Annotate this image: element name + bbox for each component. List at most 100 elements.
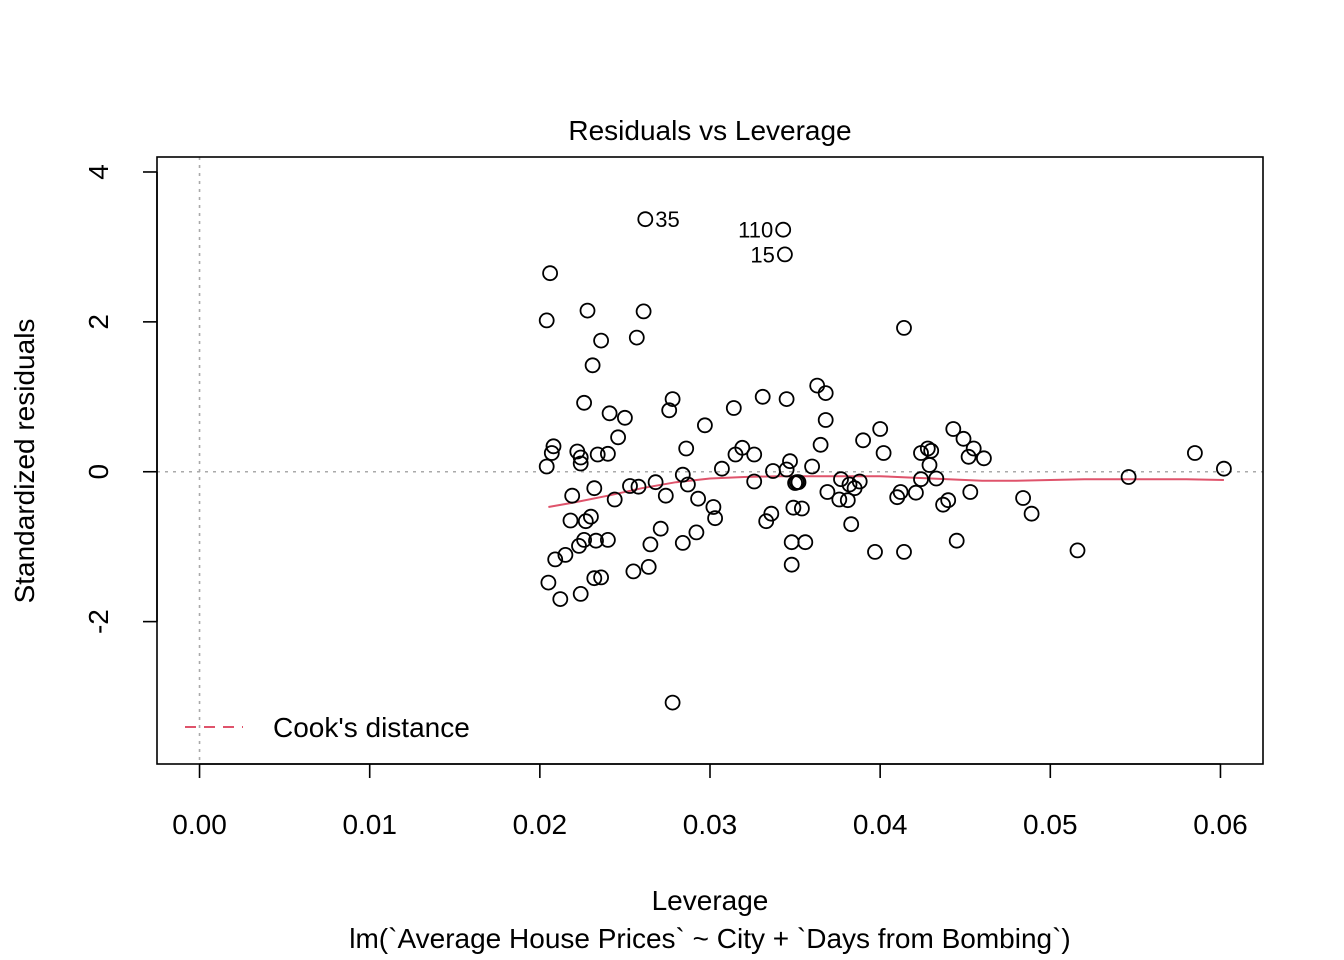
x-tick-label: 0.00 (172, 809, 227, 840)
data-point (571, 538, 587, 554)
data-point (593, 332, 609, 349)
x-axis: 0.00 0.01 0.02 0.03 0.04 0.05 0.06 (172, 763, 1248, 840)
data-point (809, 377, 826, 394)
data-point (775, 221, 792, 238)
data-point (586, 570, 603, 587)
data-point (923, 442, 940, 459)
data-point (935, 496, 951, 513)
data-point (664, 391, 681, 408)
data-point (688, 524, 705, 541)
data-point (872, 421, 889, 437)
data-point (652, 520, 669, 537)
data-point (896, 319, 912, 336)
reference-lines (157, 157, 1263, 764)
x-tick-label: 0.03 (683, 809, 738, 840)
data-point (785, 499, 802, 516)
data-point (588, 532, 604, 549)
data-point (606, 491, 623, 508)
data-point (875, 445, 892, 461)
data-point (572, 449, 589, 466)
data-point (1120, 469, 1137, 485)
data-point (841, 476, 858, 493)
data-point (647, 474, 664, 491)
data-point (777, 246, 793, 263)
legend-label-cooks-distance: Cook's distance (273, 712, 470, 743)
data-point (714, 460, 730, 477)
data-point (1216, 460, 1232, 477)
data-point (1187, 445, 1203, 461)
data-point (540, 574, 557, 591)
data-point (913, 471, 929, 488)
data-point (955, 430, 972, 447)
data-point (635, 303, 652, 320)
data-point (908, 484, 924, 501)
chart-subtitle: lm(`Average House Prices` ~ City + `Days… (349, 923, 1070, 954)
data-point (690, 490, 706, 507)
points-layer (538, 211, 1232, 711)
data-point (545, 438, 562, 455)
data-point (630, 478, 647, 495)
y-tick-label: 0 (83, 464, 114, 480)
data-point (600, 532, 616, 548)
data-point (948, 532, 965, 549)
data-point (552, 591, 569, 607)
data-point (725, 400, 742, 416)
data-point (661, 402, 678, 419)
data-point (707, 510, 723, 527)
data-point (625, 563, 642, 580)
data-point (586, 480, 603, 497)
data-point (794, 500, 810, 517)
data-point (640, 559, 657, 575)
point-label-35: 35 (655, 207, 679, 232)
data-point (965, 440, 982, 457)
y-tick-label: 2 (83, 314, 114, 330)
data-point (928, 470, 945, 487)
data-point (572, 586, 589, 602)
data-point (680, 476, 696, 493)
data-point (778, 391, 795, 408)
data-point (584, 357, 601, 374)
legend: Cook's distance (185, 712, 470, 743)
data-point (754, 388, 771, 405)
data-point (637, 211, 654, 228)
data-point (1023, 505, 1040, 522)
data-point (601, 405, 618, 422)
y-axis-label: Standardized residuals (9, 319, 40, 604)
data-point (778, 461, 795, 478)
data-point (812, 436, 829, 453)
chart-title: Residuals vs Leverage (568, 115, 851, 146)
data-point (542, 265, 558, 282)
data-point (817, 412, 834, 428)
data-point (562, 512, 579, 529)
data-point (787, 475, 803, 491)
data-point (576, 394, 592, 411)
plot-frame (156, 156, 1264, 765)
data-point (833, 471, 849, 488)
y-tick-label: -2 (83, 609, 114, 634)
data-point (746, 473, 763, 490)
x-axis-label: Leverage (652, 885, 769, 916)
data-point (674, 535, 691, 551)
data-point (697, 417, 713, 434)
data-point (962, 484, 979, 500)
y-axis: -2 0 2 4 (83, 164, 158, 634)
data-point (831, 491, 848, 508)
data-point (577, 513, 594, 530)
data-point (579, 302, 596, 319)
data-point (664, 694, 681, 711)
x-tick-label: 0.04 (853, 809, 908, 840)
data-point (976, 450, 992, 467)
data-point (783, 556, 800, 573)
data-point (572, 455, 589, 472)
data-point (538, 312, 555, 329)
x-tick-label: 0.05 (1023, 809, 1078, 840)
data-point (782, 453, 798, 470)
data-point (642, 536, 659, 553)
point-label-15: 15 (750, 242, 774, 267)
data-point (617, 409, 633, 426)
data-point (564, 487, 581, 504)
x-tick-label: 0.01 (342, 809, 397, 840)
data-point (628, 329, 645, 346)
